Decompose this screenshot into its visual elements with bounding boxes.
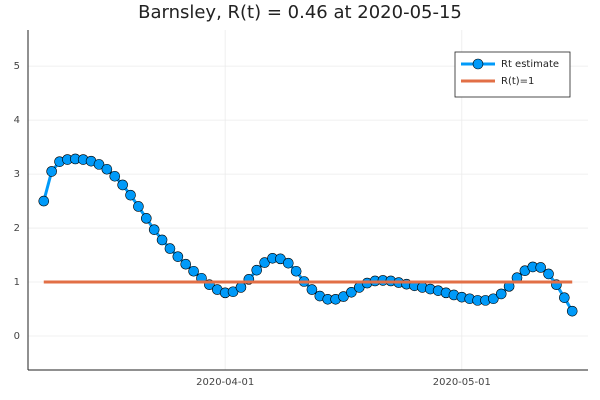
x-tick-label: 2020-04-01 — [196, 377, 254, 388]
data-point — [346, 286, 357, 298]
data-point — [46, 166, 57, 177]
data-point — [495, 288, 507, 300]
data-point — [488, 293, 499, 305]
data-point — [235, 282, 247, 293]
data-point — [101, 163, 113, 175]
legend-box — [454, 51, 571, 98]
legend-marker — [472, 58, 484, 70]
y-tick-label: 1 — [14, 277, 20, 288]
data-point — [172, 251, 184, 262]
y-tick-label: 4 — [14, 115, 20, 126]
data-point — [535, 262, 546, 273]
data-point — [290, 265, 302, 277]
y-tick-label: 3 — [14, 169, 20, 180]
data-point — [117, 179, 128, 191]
y-tick-label: 2 — [14, 223, 20, 234]
y-tick-label: 5 — [14, 61, 20, 72]
data-point — [109, 170, 121, 182]
data-point — [559, 292, 570, 303]
data-point — [164, 243, 176, 254]
data-point — [156, 234, 168, 246]
y-tick-label: 0 — [14, 331, 20, 342]
data-point — [148, 224, 160, 235]
data-point — [306, 284, 318, 295]
data-point — [38, 195, 50, 207]
data-point — [141, 213, 152, 224]
data-point — [282, 257, 294, 269]
data-point — [251, 264, 263, 276]
data-point — [188, 265, 199, 277]
data-point — [543, 268, 554, 280]
legend: Rt estimate R(t)=1 — [454, 51, 571, 98]
x-tick-label: 2020-05-01 — [433, 377, 491, 388]
legend-label: Rt estimate — [501, 59, 559, 70]
data-point — [93, 159, 105, 170]
legend-label: R(t)=1 — [501, 76, 534, 87]
data-point — [125, 189, 136, 201]
data-point — [133, 201, 144, 212]
chart-title: Barnsley, R(t) = 0.46 at 2020-05-15 — [138, 2, 462, 23]
data-point — [566, 305, 578, 317]
data-point — [180, 258, 192, 270]
